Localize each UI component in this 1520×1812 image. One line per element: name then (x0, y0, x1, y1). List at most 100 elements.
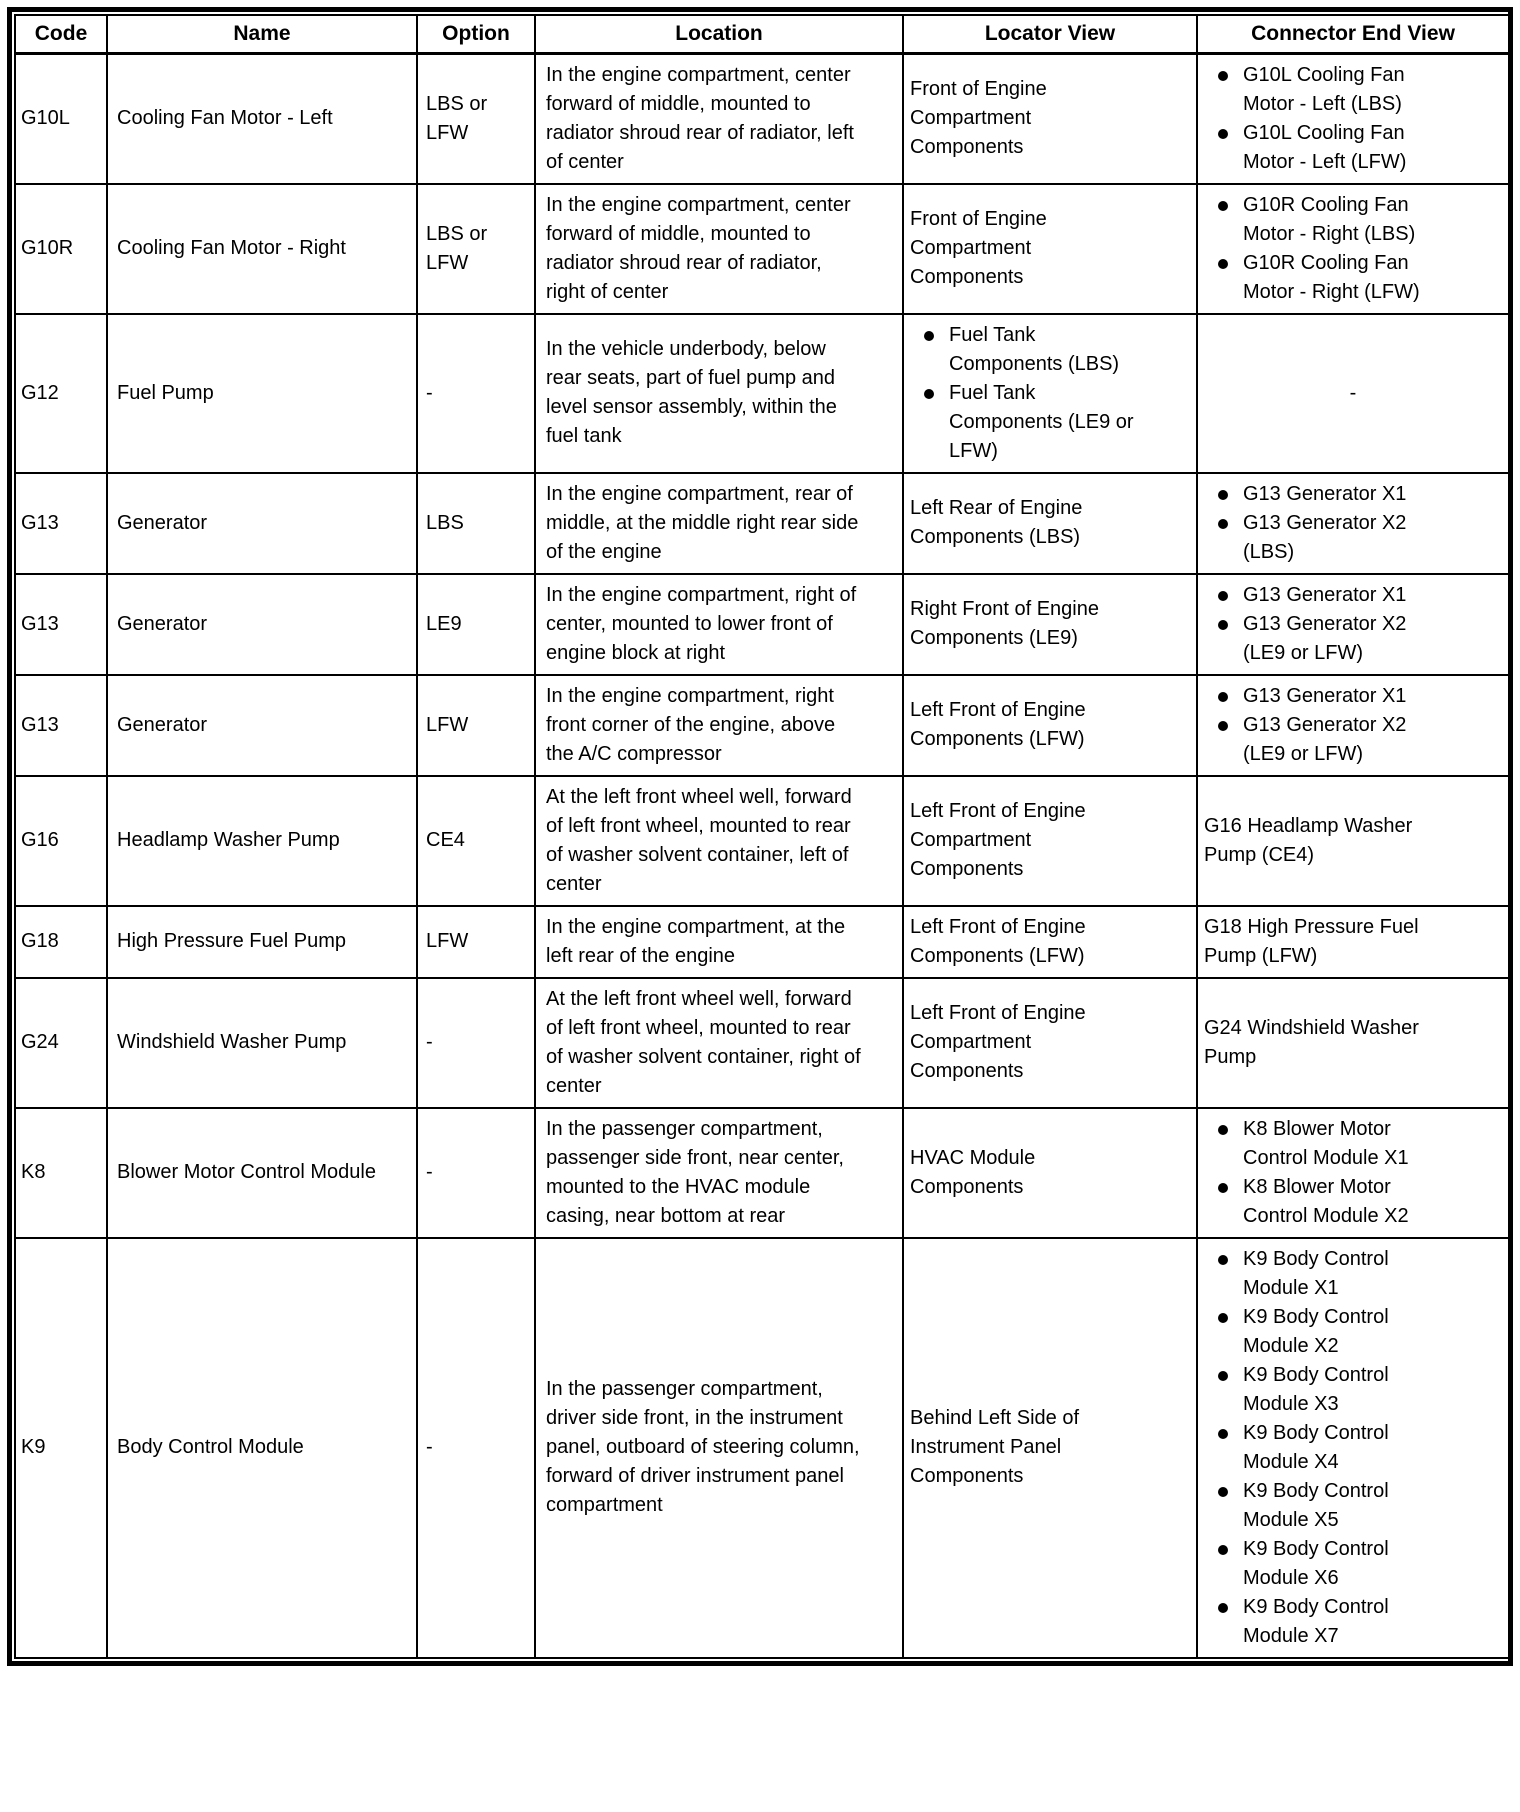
connector-bullet-text: K9 Body Control Module X7 (1243, 1595, 1389, 1647)
locator-bullet-item: Fuel Tank Components (LBS) (924, 321, 1190, 379)
connector-bullet-item: K9 Body Control Module X3 (1218, 1361, 1502, 1419)
connector-bullet-item: G13 Generator X2 (LE9 or LFW) (1218, 711, 1502, 769)
connector-bullet-item: G13 Generator X2 (LE9 or LFW) (1218, 610, 1502, 668)
connector-end-view-cell: G13 Generator X1 G13 Generator X2 (LBS) (1196, 471, 1510, 575)
locator-text: Front of Engine Compartment Components (910, 78, 1047, 158)
name-text: Headlamp Washer Pump (117, 829, 340, 851)
connector-bullet-item: G13 Generator X1 (1218, 581, 1502, 610)
connector-text: G24 Windshield Washer Pump (1204, 1016, 1419, 1068)
bullet-icon (1218, 590, 1228, 601)
bullet-icon (1218, 720, 1228, 731)
connector-end-view-cell: K8 Blower Motor Control Module X1 K8 Blow… (1196, 1106, 1510, 1239)
connector-bullet-item: G13 Generator X1 (1218, 480, 1502, 509)
connector-bullet-text: G13 Generator X1 (1243, 583, 1407, 606)
name-text: Generator (117, 612, 208, 635)
option-cell: LBS or LFW (416, 182, 536, 315)
option-text: LBS or LFW (426, 222, 488, 274)
connector-bullet-list: G10L Cooling Fan Motor - Left (LBS) G10L … (1204, 61, 1502, 177)
bullet-icon (1218, 1428, 1228, 1439)
name-cell: High Pressure Fuel Pump (106, 904, 418, 979)
locator-view-cell: Left Front of Engine Compartment Compone… (902, 774, 1198, 907)
option-text: - (426, 1436, 433, 1458)
name-text: Cooling Fan Motor - Right (117, 237, 346, 259)
connector-bullet-item: K9 Body Control Module X1 (1218, 1245, 1502, 1303)
option-text: LBS or LFW (426, 92, 488, 144)
bullet-icon (1218, 128, 1228, 139)
location-cell: In the engine compartment, right front c… (534, 673, 904, 777)
locator-view-cell: HVAC Module Components (902, 1106, 1198, 1239)
bullet-icon (924, 330, 934, 341)
location-text: In the engine compartment, right of cent… (546, 583, 857, 664)
connector-text: G18 High Pressure Fuel Pump (LFW) (1204, 915, 1419, 967)
location-text: In the engine compartment, at the left r… (546, 915, 846, 967)
location-text: In the engine compartment, right front c… (546, 684, 836, 765)
connector-bullet-list: K8 Blower Motor Control Module X1 K8 Blow… (1204, 1115, 1502, 1231)
code-cell: G12 (14, 312, 108, 474)
connector-bullet-text: G13 Generator X2 (LBS) (1243, 511, 1407, 563)
connector-bullet-text: K8 Blower Motor Control Module X1 (1243, 1117, 1409, 1169)
connector-bullet-item: K9 Body Control Module X7 (1218, 1593, 1502, 1651)
table-row: G12 Fuel Pump - In the vehicle underbody, b… (14, 312, 1510, 474)
name-text: Generator (117, 713, 208, 736)
option-cell: LBS or LFW (416, 52, 536, 185)
connector-bullet-list: G10R Cooling Fan Motor - Right (LBS) G10R… (1204, 191, 1502, 307)
bullet-icon (1218, 1124, 1228, 1135)
table-row: G16 Headlamp Washer Pump CE4 At the left fr… (14, 774, 1510, 907)
locator-view-cell: Right Front of Engine Components (LE9) (902, 572, 1198, 676)
locator-bullet-list: Fuel Tank Components (LBS) Fuel Tank Comp… (910, 321, 1190, 466)
locator-view-cell: Left Rear of Engine Components (LBS) (902, 471, 1198, 575)
option-text: LFW (426, 930, 469, 952)
locator-text: HVAC Module Components (910, 1146, 1036, 1198)
connector-end-view-cell: - (1196, 312, 1510, 474)
locator-view-cell: Front of Engine Compartment Components (902, 52, 1198, 185)
code-cell: G13 (14, 673, 108, 777)
connector-bullet-item: K8 Blower Motor Control Module X2 (1218, 1173, 1502, 1231)
locator-text: Left Front of Engine Components (LFW) (910, 699, 1086, 750)
option-cell: LFW (416, 904, 536, 979)
connector-bullet-item: K8 Blower Motor Control Module X1 (1218, 1115, 1502, 1173)
name-cell: Blower Motor Control Module (106, 1106, 418, 1239)
connector-bullet-text: G10R Cooling Fan Motor - Right (LFW) (1243, 251, 1420, 303)
location-cell: In the engine compartment, center forwar… (534, 52, 904, 185)
connector-bullet-item: G13 Generator X1 (1218, 682, 1502, 711)
code-cell: G10R (14, 182, 108, 315)
bullet-icon (1218, 691, 1228, 702)
connector-end-view-cell: G13 Generator X1 G13 Generator X2 (LE9 or… (1196, 572, 1510, 676)
name-cell: Body Control Module (106, 1236, 418, 1659)
name-cell: Generator (106, 572, 418, 676)
table-row: G13 Generator LE9 In the engine compartment… (14, 572, 1510, 676)
code-cell: G13 (14, 572, 108, 676)
locator-text: Behind Left Side of Instrument Panel Com… (910, 1407, 1080, 1487)
name-text: High Pressure Fuel Pump (117, 930, 346, 952)
locator-text: Left Rear of Engine Components (LBS) (910, 497, 1083, 548)
connector-bullet-text: K9 Body Control Module X3 (1243, 1363, 1389, 1415)
table-row: G24 Windshield Washer Pump - At the left fr… (14, 976, 1510, 1109)
location-cell: In the vehicle underbody, below rear sea… (534, 312, 904, 474)
option-text: CE4 (426, 829, 465, 851)
header-row: Code Name Option Location Locator View C… (14, 14, 1510, 55)
locator-text: Left Front of Engine Compartment Compone… (910, 800, 1086, 880)
option-cell: LFW (416, 673, 536, 777)
connector-bullet-text: G13 Generator X2 (LE9 or LFW) (1243, 713, 1407, 765)
code-cell: K8 (14, 1106, 108, 1239)
header-code: Code (14, 14, 108, 55)
connector-bullet-text: G13 Generator X1 (1243, 684, 1407, 707)
location-text: In the engine compartment, rear of middl… (546, 482, 859, 563)
connector-bullet-text: G13 Generator X1 (1243, 482, 1407, 505)
bullet-icon (1218, 1544, 1228, 1555)
connector-text: G16 Headlamp Washer Pump (CE4) (1204, 814, 1413, 866)
header-name: Name (106, 14, 418, 55)
table-row: K8 Blower Motor Control Module - In the pas… (14, 1106, 1510, 1239)
locator-view-cell: Left Front of Engine Components (LFW) (902, 673, 1198, 777)
option-text: - (426, 1031, 433, 1053)
bullet-icon (1218, 200, 1228, 211)
connector-end-view-cell: G10L Cooling Fan Motor - Left (LBS) G10L … (1196, 52, 1510, 185)
bullet-icon (1218, 518, 1228, 529)
table-row: G10L Cooling Fan Motor - Left LBS or LFW In… (14, 52, 1510, 185)
bullet-icon (924, 388, 934, 399)
connector-bullet-text: K9 Body Control Module X1 (1243, 1247, 1389, 1299)
code-cell: G13 (14, 471, 108, 575)
bullet-icon (1218, 1312, 1228, 1323)
location-text: In the vehicle underbody, below rear sea… (546, 338, 837, 447)
connector-bullet-list: G13 Generator X1 G13 Generator X2 (LE9 or… (1204, 682, 1502, 769)
